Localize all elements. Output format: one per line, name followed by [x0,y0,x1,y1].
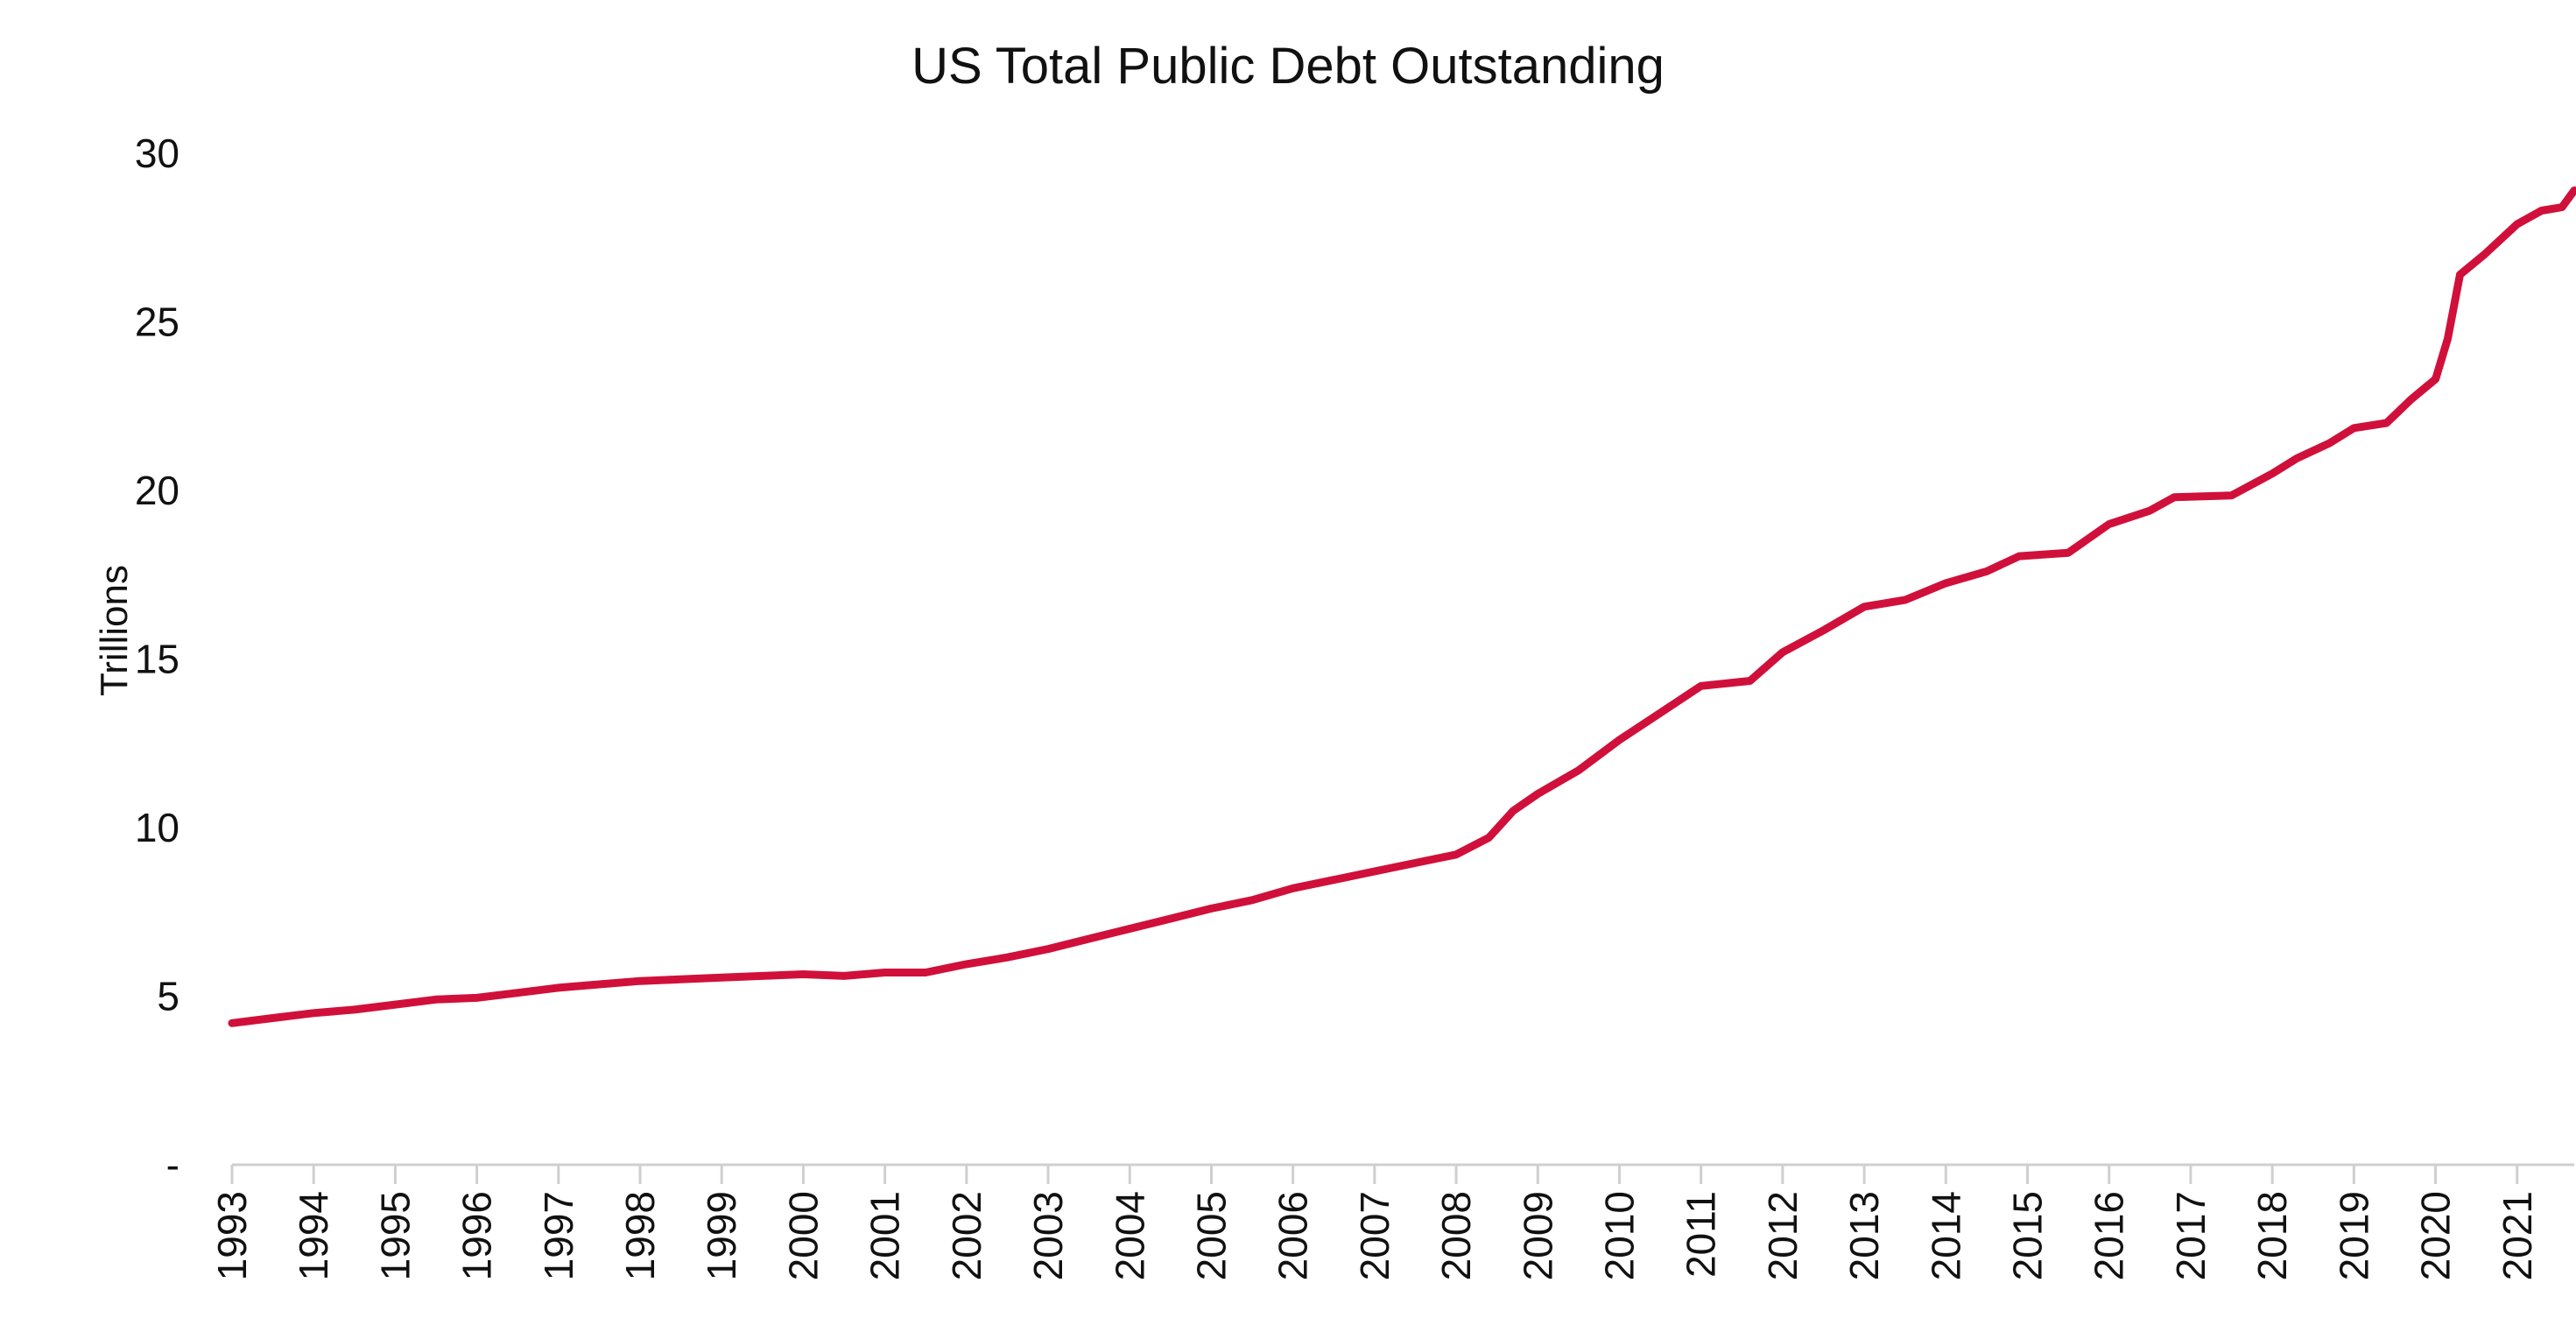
y-tick-label: 20 [135,468,179,513]
x-tick-label: 1998 [617,1191,663,1280]
x-tick-label: 2000 [780,1191,826,1280]
x-tick-label: 2017 [2168,1191,2214,1280]
y-tick-label: - [166,1142,179,1188]
x-tick-label: 2005 [1188,1191,1234,1280]
y-tick-label: 5 [157,974,179,1019]
x-tick-label: 2019 [2331,1191,2376,1280]
y-tick-label: 15 [135,637,179,682]
x-tick-label: 2001 [862,1191,908,1280]
x-tick-label: 1995 [372,1191,418,1280]
x-tick-label: 2018 [2249,1191,2295,1280]
x-tick-label: 2007 [1352,1191,1397,1280]
x-tick-label: 1999 [699,1191,744,1280]
y-tick-label: 30 [135,130,179,176]
x-tick-label: 2008 [1433,1191,1479,1280]
chart-title: US Total Public Debt Outstanding [911,38,1665,95]
x-tick-label: 1997 [536,1191,581,1280]
x-tick-label: 1996 [454,1191,500,1280]
x-tick-label: 2006 [1270,1191,1316,1280]
x-tick-label: 2011 [1679,1191,1724,1278]
x-tick-label: 2009 [1515,1191,1560,1280]
series-layer [228,186,2576,1027]
x-axis-ticks: 1993 1994 1995 1996 1997 1998 1999 2000 2001 2002… [209,1165,2540,1280]
x-tick-label: 2003 [1025,1191,1071,1280]
series-line-0 [228,186,2576,1027]
x-tick-label: 1994 [291,1191,336,1280]
x-tick-label: 2020 [2413,1191,2459,1280]
x-tick-label: 2012 [1760,1191,1805,1280]
x-tick-label: 2004 [1107,1191,1152,1280]
x-tick-label: 2021 [2495,1191,2540,1280]
y-axis-label: Trillions [93,565,136,696]
x-tick-label: 2015 [2005,1191,2051,1280]
x-tick-label: 2010 [1596,1191,1642,1280]
x-tick-label: 1993 [209,1191,255,1280]
y-tick-label: 25 [135,300,179,345]
x-tick-label: 2014 [1923,1191,1968,1280]
x-tick-label: 2002 [944,1191,989,1280]
x-tick-label: 2013 [1841,1191,1887,1280]
x-tick-label: 2016 [2087,1191,2132,1280]
y-axis-ticks: - 5 10 15 20 25 30 [135,130,179,1188]
y-tick-label: 10 [135,805,179,850]
